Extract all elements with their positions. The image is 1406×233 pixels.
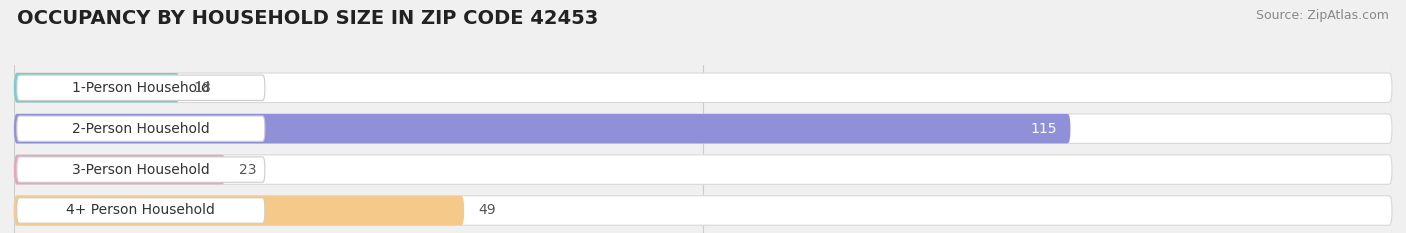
FancyBboxPatch shape (14, 155, 1392, 184)
Text: 3-Person Household: 3-Person Household (72, 163, 209, 177)
Text: 115: 115 (1031, 122, 1057, 136)
FancyBboxPatch shape (14, 73, 1392, 103)
FancyBboxPatch shape (14, 114, 1070, 143)
Text: 18: 18 (193, 81, 211, 95)
FancyBboxPatch shape (14, 196, 464, 225)
FancyBboxPatch shape (17, 157, 264, 182)
FancyBboxPatch shape (14, 114, 1392, 143)
FancyBboxPatch shape (14, 73, 180, 103)
FancyBboxPatch shape (17, 75, 264, 100)
Text: 1-Person Household: 1-Person Household (72, 81, 209, 95)
FancyBboxPatch shape (17, 116, 264, 141)
Text: 23: 23 (239, 163, 257, 177)
FancyBboxPatch shape (17, 198, 264, 223)
Text: 49: 49 (478, 203, 495, 217)
Text: OCCUPANCY BY HOUSEHOLD SIZE IN ZIP CODE 42453: OCCUPANCY BY HOUSEHOLD SIZE IN ZIP CODE … (17, 9, 598, 28)
Text: 2-Person Household: 2-Person Household (72, 122, 209, 136)
Text: Source: ZipAtlas.com: Source: ZipAtlas.com (1256, 9, 1389, 22)
FancyBboxPatch shape (14, 155, 225, 184)
Text: 4+ Person Household: 4+ Person Household (66, 203, 215, 217)
FancyBboxPatch shape (14, 196, 1392, 225)
